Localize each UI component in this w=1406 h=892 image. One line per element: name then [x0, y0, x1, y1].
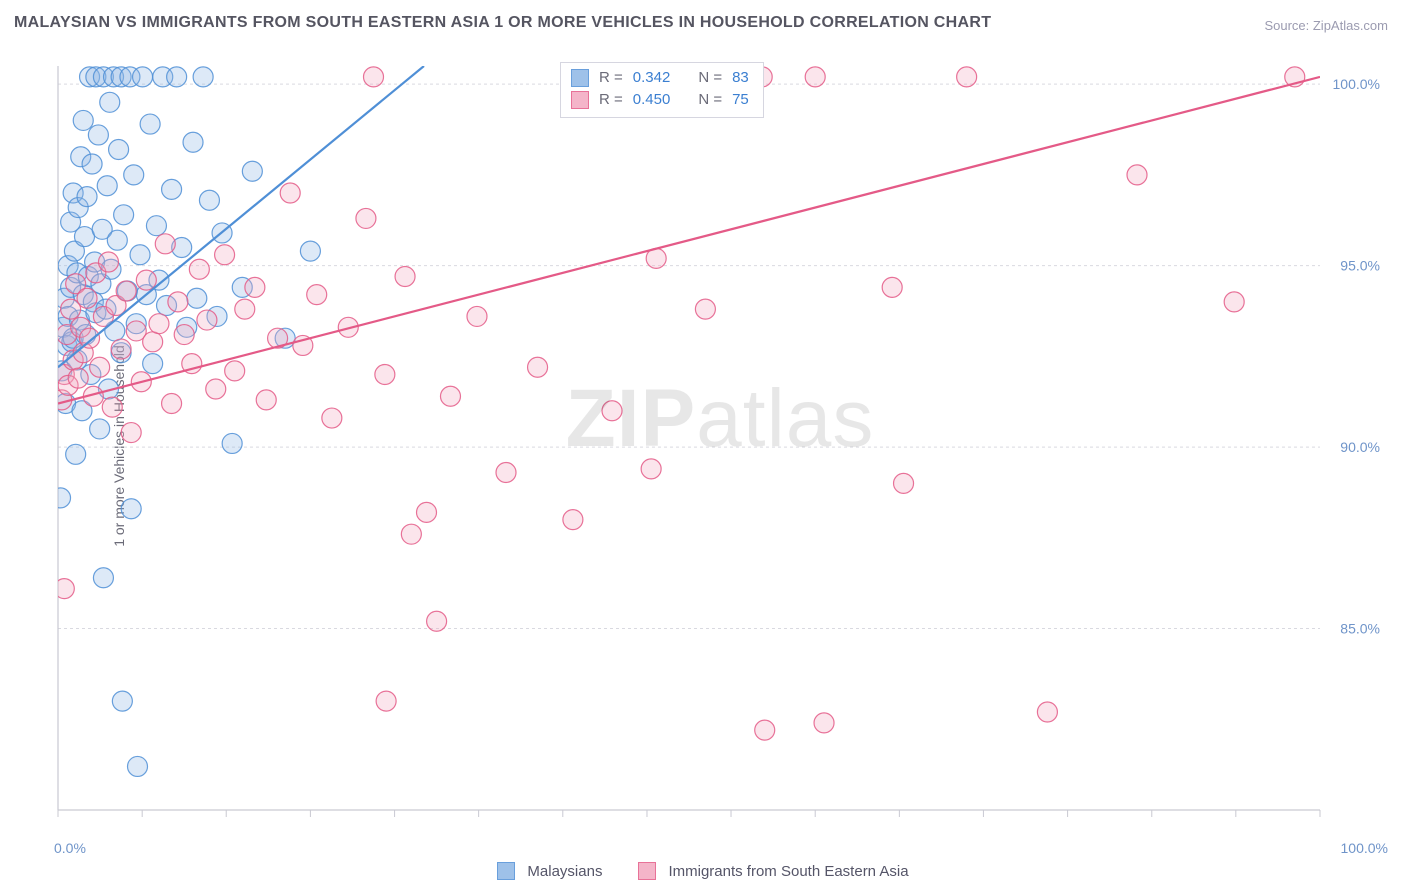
source-attribution: Source: ZipAtlas.com: [1264, 18, 1388, 33]
swatch-malaysians: [571, 69, 589, 87]
series-legend: Malaysians Immigrants from South Eastern…: [0, 862, 1406, 880]
legend-row-immigrants: R = 0.450 N = 75: [571, 89, 753, 111]
plot-svg: 85.0% 90.0% 95.0% 100.0%: [50, 60, 1390, 840]
n-label: N =: [698, 67, 722, 89]
correlation-legend: R = 0.342 N = 83 R = 0.450 N = 75: [560, 62, 764, 118]
r-value-malaysians: 0.342: [633, 67, 671, 89]
source-prefix: Source:: [1264, 18, 1312, 33]
r-value-immigrants: 0.450: [633, 89, 671, 111]
swatch-malaysians: [497, 862, 515, 880]
legend-label-malaysians: Malaysians: [527, 863, 602, 880]
n-label: N =: [698, 89, 722, 111]
svg-text:85.0%: 85.0%: [1340, 621, 1380, 637]
scatter-plot: 85.0%90.0%95.0%100.0% ZIPatlas: [50, 60, 1390, 840]
r-label: R =: [599, 67, 623, 89]
svg-text:95.0%: 95.0%: [1340, 258, 1380, 274]
legend-item-malaysians: Malaysians: [497, 862, 602, 880]
x-axis-max-label: 100.0%: [1341, 840, 1388, 856]
svg-text:100.0%: 100.0%: [1333, 76, 1380, 92]
legend-label-immigrants: Immigrants from South Eastern Asia: [668, 863, 908, 880]
r-label: R =: [599, 89, 623, 111]
swatch-immigrants: [571, 91, 589, 109]
swatch-immigrants: [638, 862, 656, 880]
svg-text:90.0%: 90.0%: [1340, 439, 1380, 455]
chart-title: MALAYSIAN VS IMMIGRANTS FROM SOUTH EASTE…: [14, 14, 991, 32]
n-value-malaysians: 83: [732, 67, 749, 89]
source-name: ZipAtlas.com: [1313, 18, 1388, 33]
legend-row-malaysians: R = 0.342 N = 83: [571, 67, 753, 89]
n-value-immigrants: 75: [732, 89, 749, 111]
legend-item-immigrants: Immigrants from South Eastern Asia: [638, 862, 908, 880]
x-axis-min-label: 0.0%: [54, 840, 86, 856]
